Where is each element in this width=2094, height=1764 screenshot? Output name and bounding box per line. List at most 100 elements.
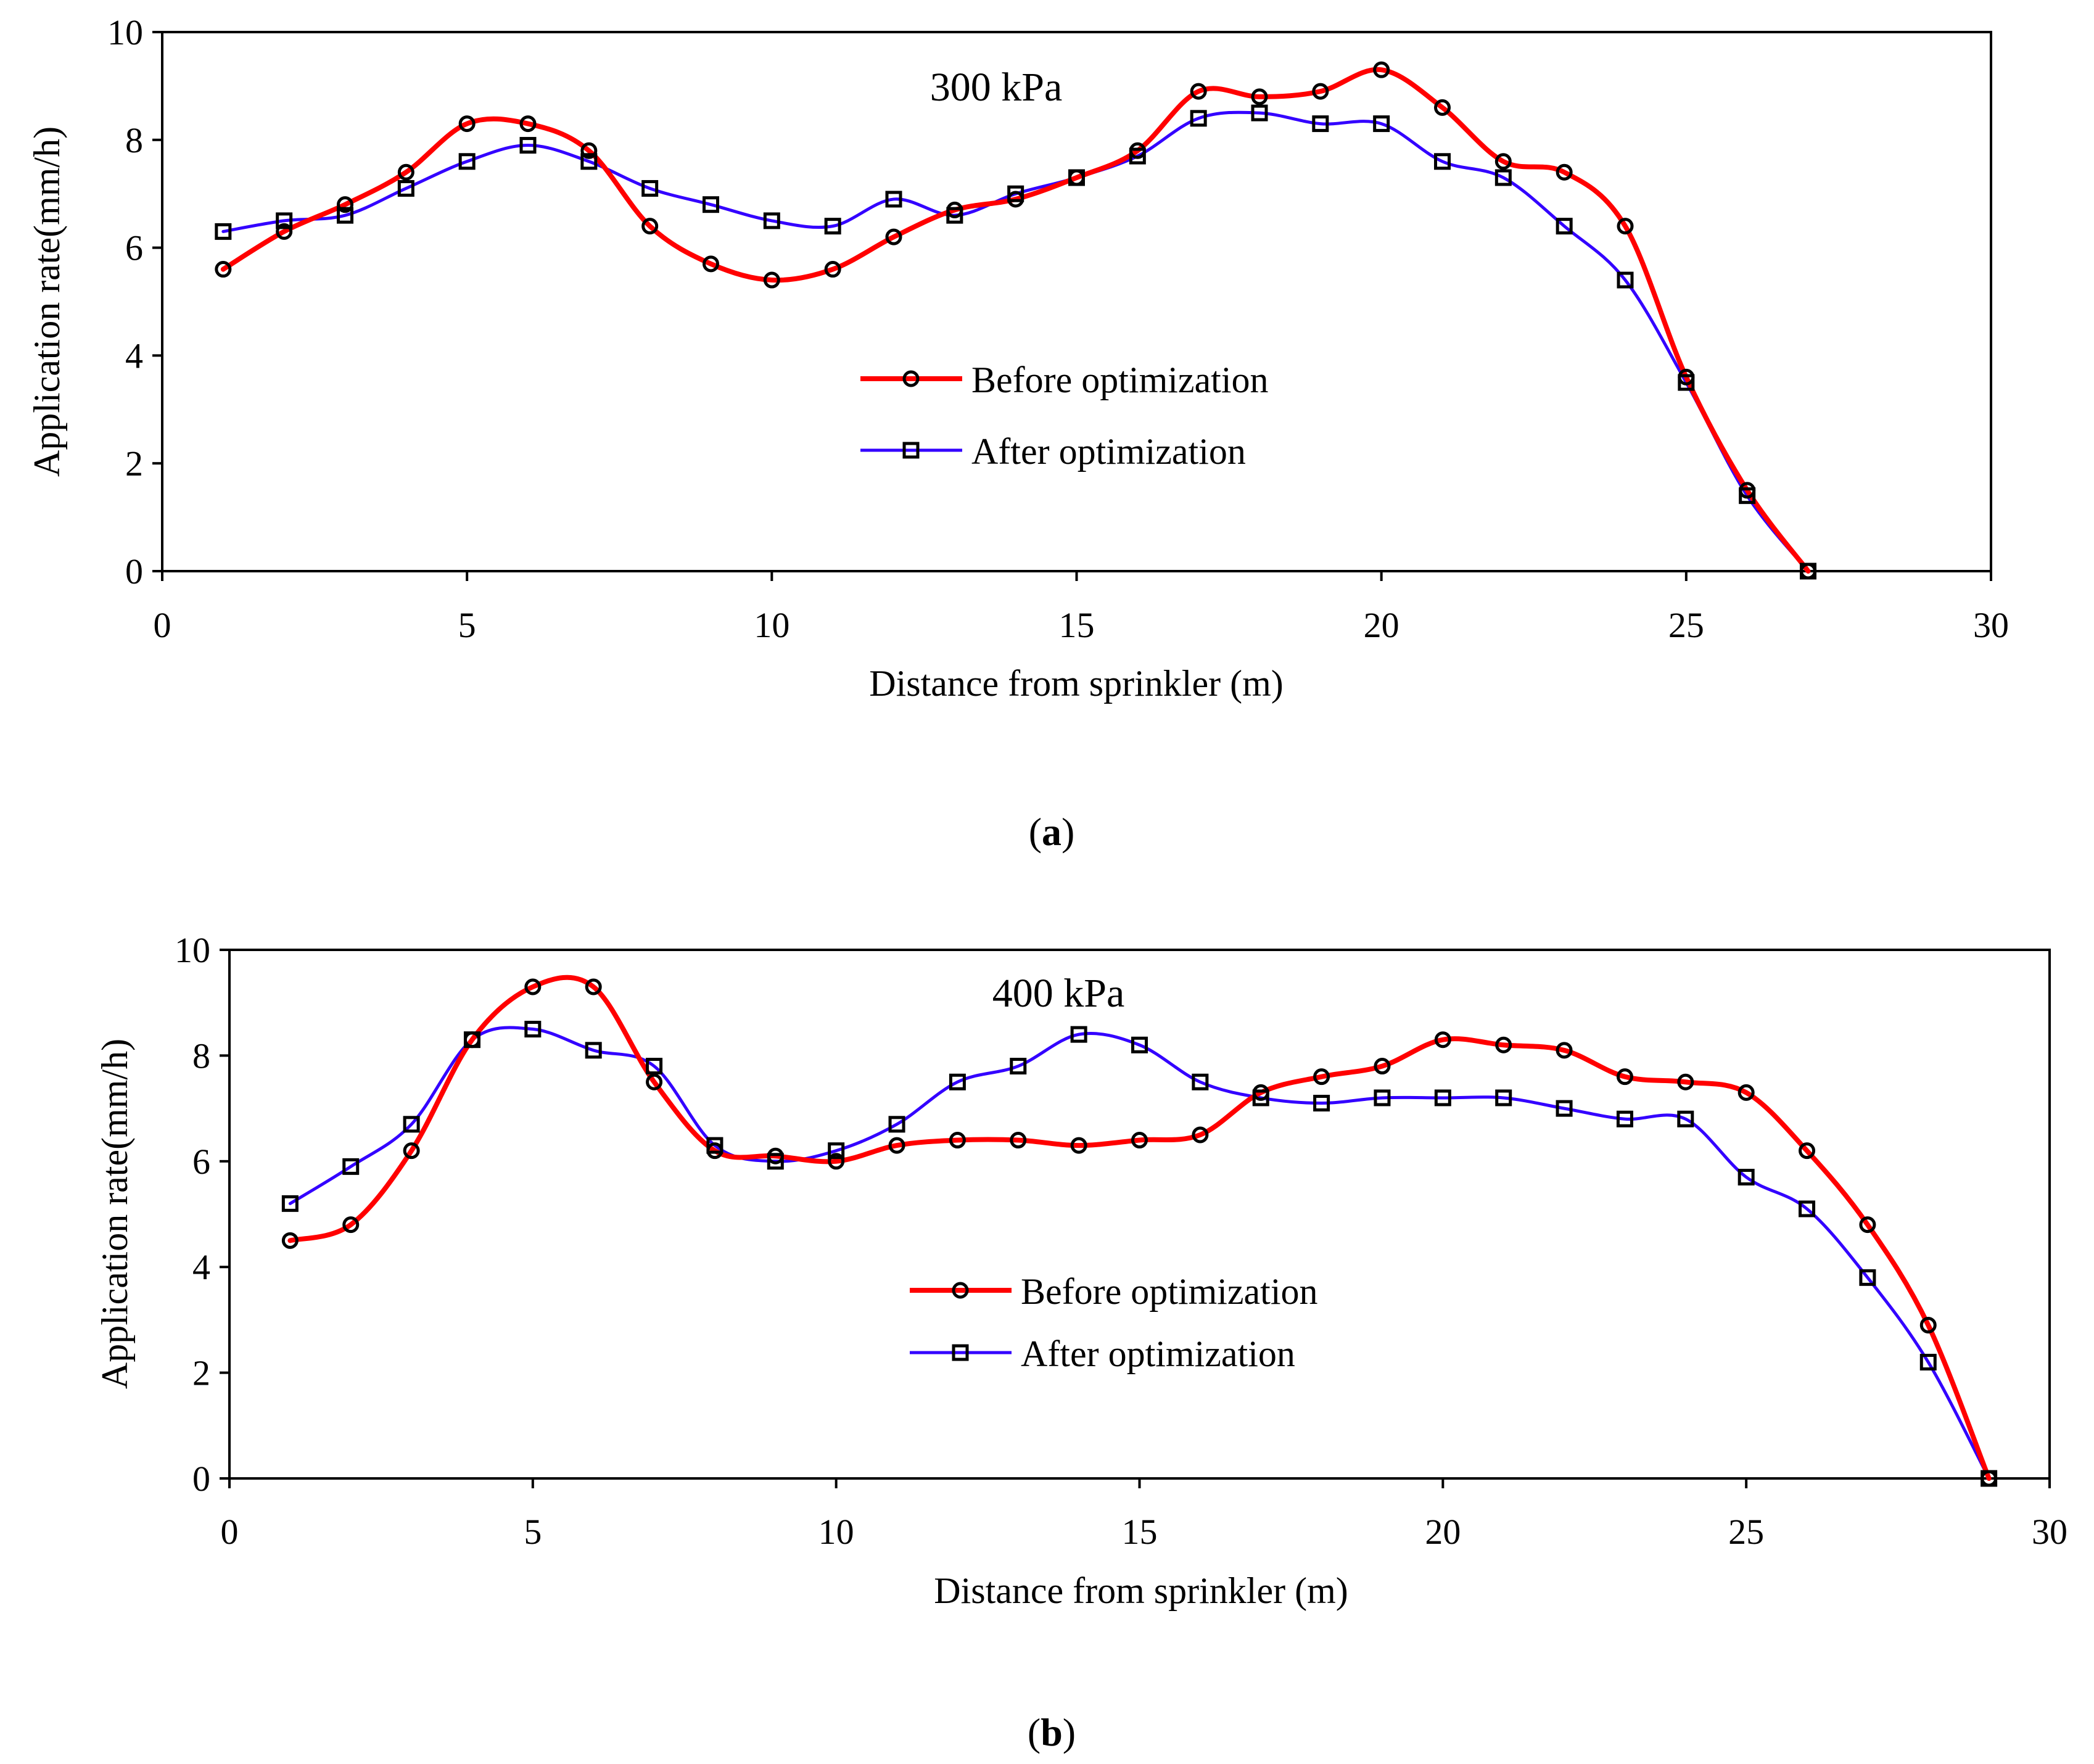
x-axis-label-a: Distance from sprinkler (m) xyxy=(869,663,1283,704)
legend-label-after-a: After optimization xyxy=(971,431,1246,472)
data-point-before-a xyxy=(1494,153,1512,170)
x-tick-label-a: 0 xyxy=(154,605,171,645)
x-tick-label-b: 5 xyxy=(524,1512,542,1552)
data-point-after-a xyxy=(824,218,841,235)
y-tick-label-b: 6 xyxy=(192,1142,210,1182)
data-point-after-b xyxy=(1010,1058,1027,1075)
data-point-before-b xyxy=(585,978,602,995)
data-point-after-a xyxy=(1494,169,1512,186)
data-point-before-b xyxy=(646,1073,663,1090)
x-tick-label-b: 10 xyxy=(818,1512,854,1552)
data-point-after-a xyxy=(276,212,293,229)
data-point-after-a xyxy=(1434,153,1451,170)
data-point-before-b xyxy=(281,1232,299,1249)
y-tick-label-b: 10 xyxy=(175,930,210,970)
data-point-after-a xyxy=(1312,115,1329,133)
y-tick-label-a: 2 xyxy=(125,443,143,484)
data-point-after-b xyxy=(888,1116,905,1133)
chart-b: 0 5 10 15 20 25 30 0 2 4 6 8 10 400 kPa Distance fro… xyxy=(94,930,2067,1754)
data-point-before-b xyxy=(1374,1058,1391,1075)
data-point-before-b xyxy=(1434,1031,1451,1049)
y-tick-label-a: 6 xyxy=(125,228,143,268)
y-tick-label-b: 2 xyxy=(192,1353,210,1393)
data-point-before-a xyxy=(885,228,902,245)
data-point-before-b xyxy=(1313,1068,1330,1086)
x-tick-label-b: 30 xyxy=(2032,1512,2067,1552)
series-line-before-a xyxy=(220,67,1811,574)
x-tick-label-a: 15 xyxy=(1059,605,1095,645)
data-point-before-a xyxy=(1678,368,1695,385)
data-point-before-a xyxy=(1190,83,1207,100)
data-point-before-b xyxy=(828,1153,845,1170)
y-tick-label-b: 0 xyxy=(192,1459,210,1499)
data-point-after-a xyxy=(397,179,414,197)
data-point-before-a xyxy=(580,142,598,159)
data-point-before-a xyxy=(397,163,414,181)
x-tick-label-a: 5 xyxy=(458,605,476,645)
data-point-after-a xyxy=(946,207,963,224)
data-point-before-b xyxy=(463,1031,480,1049)
panel-label-b: (b) xyxy=(1028,1710,1076,1754)
data-point-before-b xyxy=(949,1132,966,1149)
legend-marker-before-b xyxy=(952,1282,969,1299)
data-point-before-a xyxy=(641,218,659,235)
data-point-before-b xyxy=(1070,1137,1087,1154)
data-point-before-a xyxy=(1251,88,1268,105)
x-tick-label-b: 15 xyxy=(1122,1512,1158,1552)
data-point-after-b xyxy=(524,1021,542,1038)
data-point-after-b xyxy=(1434,1089,1451,1107)
data-point-before-a xyxy=(1800,563,1816,580)
x-tick-label-a: 30 xyxy=(1973,605,2009,645)
y-tick-label-a: 10 xyxy=(107,12,143,52)
data-point-after-a xyxy=(519,137,537,154)
data-point-before-a xyxy=(215,261,232,278)
data-point-after-b xyxy=(1252,1089,1269,1107)
data-point-before-b xyxy=(524,978,542,995)
data-point-after-b xyxy=(585,1042,602,1059)
data-point-before-a xyxy=(1312,83,1329,100)
y-tick-label-b: 4 xyxy=(192,1247,210,1287)
data-point-before-a xyxy=(824,261,841,278)
data-point-after-b xyxy=(1859,1269,1876,1286)
data-point-before-a xyxy=(703,255,719,273)
data-point-before-b xyxy=(1616,1068,1633,1086)
data-point-before-b xyxy=(1859,1216,1876,1234)
panel-label-a: (a) xyxy=(1029,810,1075,854)
data-point-before-a xyxy=(1556,163,1573,181)
data-point-after-a xyxy=(1129,147,1146,165)
legend-label-before-a: Before optimization xyxy=(971,360,1269,400)
data-point-before-a xyxy=(1617,218,1634,235)
data-point-after-b xyxy=(1737,1169,1755,1186)
data-point-before-a xyxy=(946,201,963,218)
data-point-after-b xyxy=(403,1116,420,1133)
legend-label-before-b: Before optimization xyxy=(1021,1271,1318,1312)
data-point-before-b xyxy=(1131,1132,1148,1149)
data-point-after-b xyxy=(1556,1100,1573,1117)
y-tick-label-b: 8 xyxy=(192,1036,210,1076)
data-point-after-a xyxy=(641,179,659,197)
legend-marker-after-a xyxy=(902,442,920,459)
data-point-before-b xyxy=(888,1137,905,1154)
y-axis-label-a: Application rate(mm/h) xyxy=(27,126,67,477)
data-point-after-b xyxy=(1919,1353,1937,1370)
x-axis-label-b: Distance from sprinkler (m) xyxy=(934,1570,1348,1611)
data-point-after-b xyxy=(949,1073,966,1090)
data-point-after-b xyxy=(342,1158,360,1175)
data-point-after-a xyxy=(580,153,598,170)
plot-frame-a xyxy=(161,31,1992,572)
data-point-after-b xyxy=(1495,1089,1512,1107)
data-point-before-b xyxy=(1252,1084,1269,1101)
data-point-after-a xyxy=(885,191,902,208)
data-point-before-b xyxy=(1677,1073,1694,1090)
data-point-after-a xyxy=(1739,487,1756,505)
data-point-after-b xyxy=(1374,1089,1391,1107)
data-point-after-a xyxy=(1251,104,1268,122)
data-point-after-a xyxy=(1678,374,1695,391)
data-point-before-a xyxy=(519,115,537,133)
data-point-before-b xyxy=(1010,1132,1027,1149)
data-point-after-b xyxy=(1070,1026,1087,1043)
data-point-after-a xyxy=(1373,115,1390,133)
data-point-before-b xyxy=(1192,1126,1209,1144)
legend-marker-before-a xyxy=(902,370,920,387)
